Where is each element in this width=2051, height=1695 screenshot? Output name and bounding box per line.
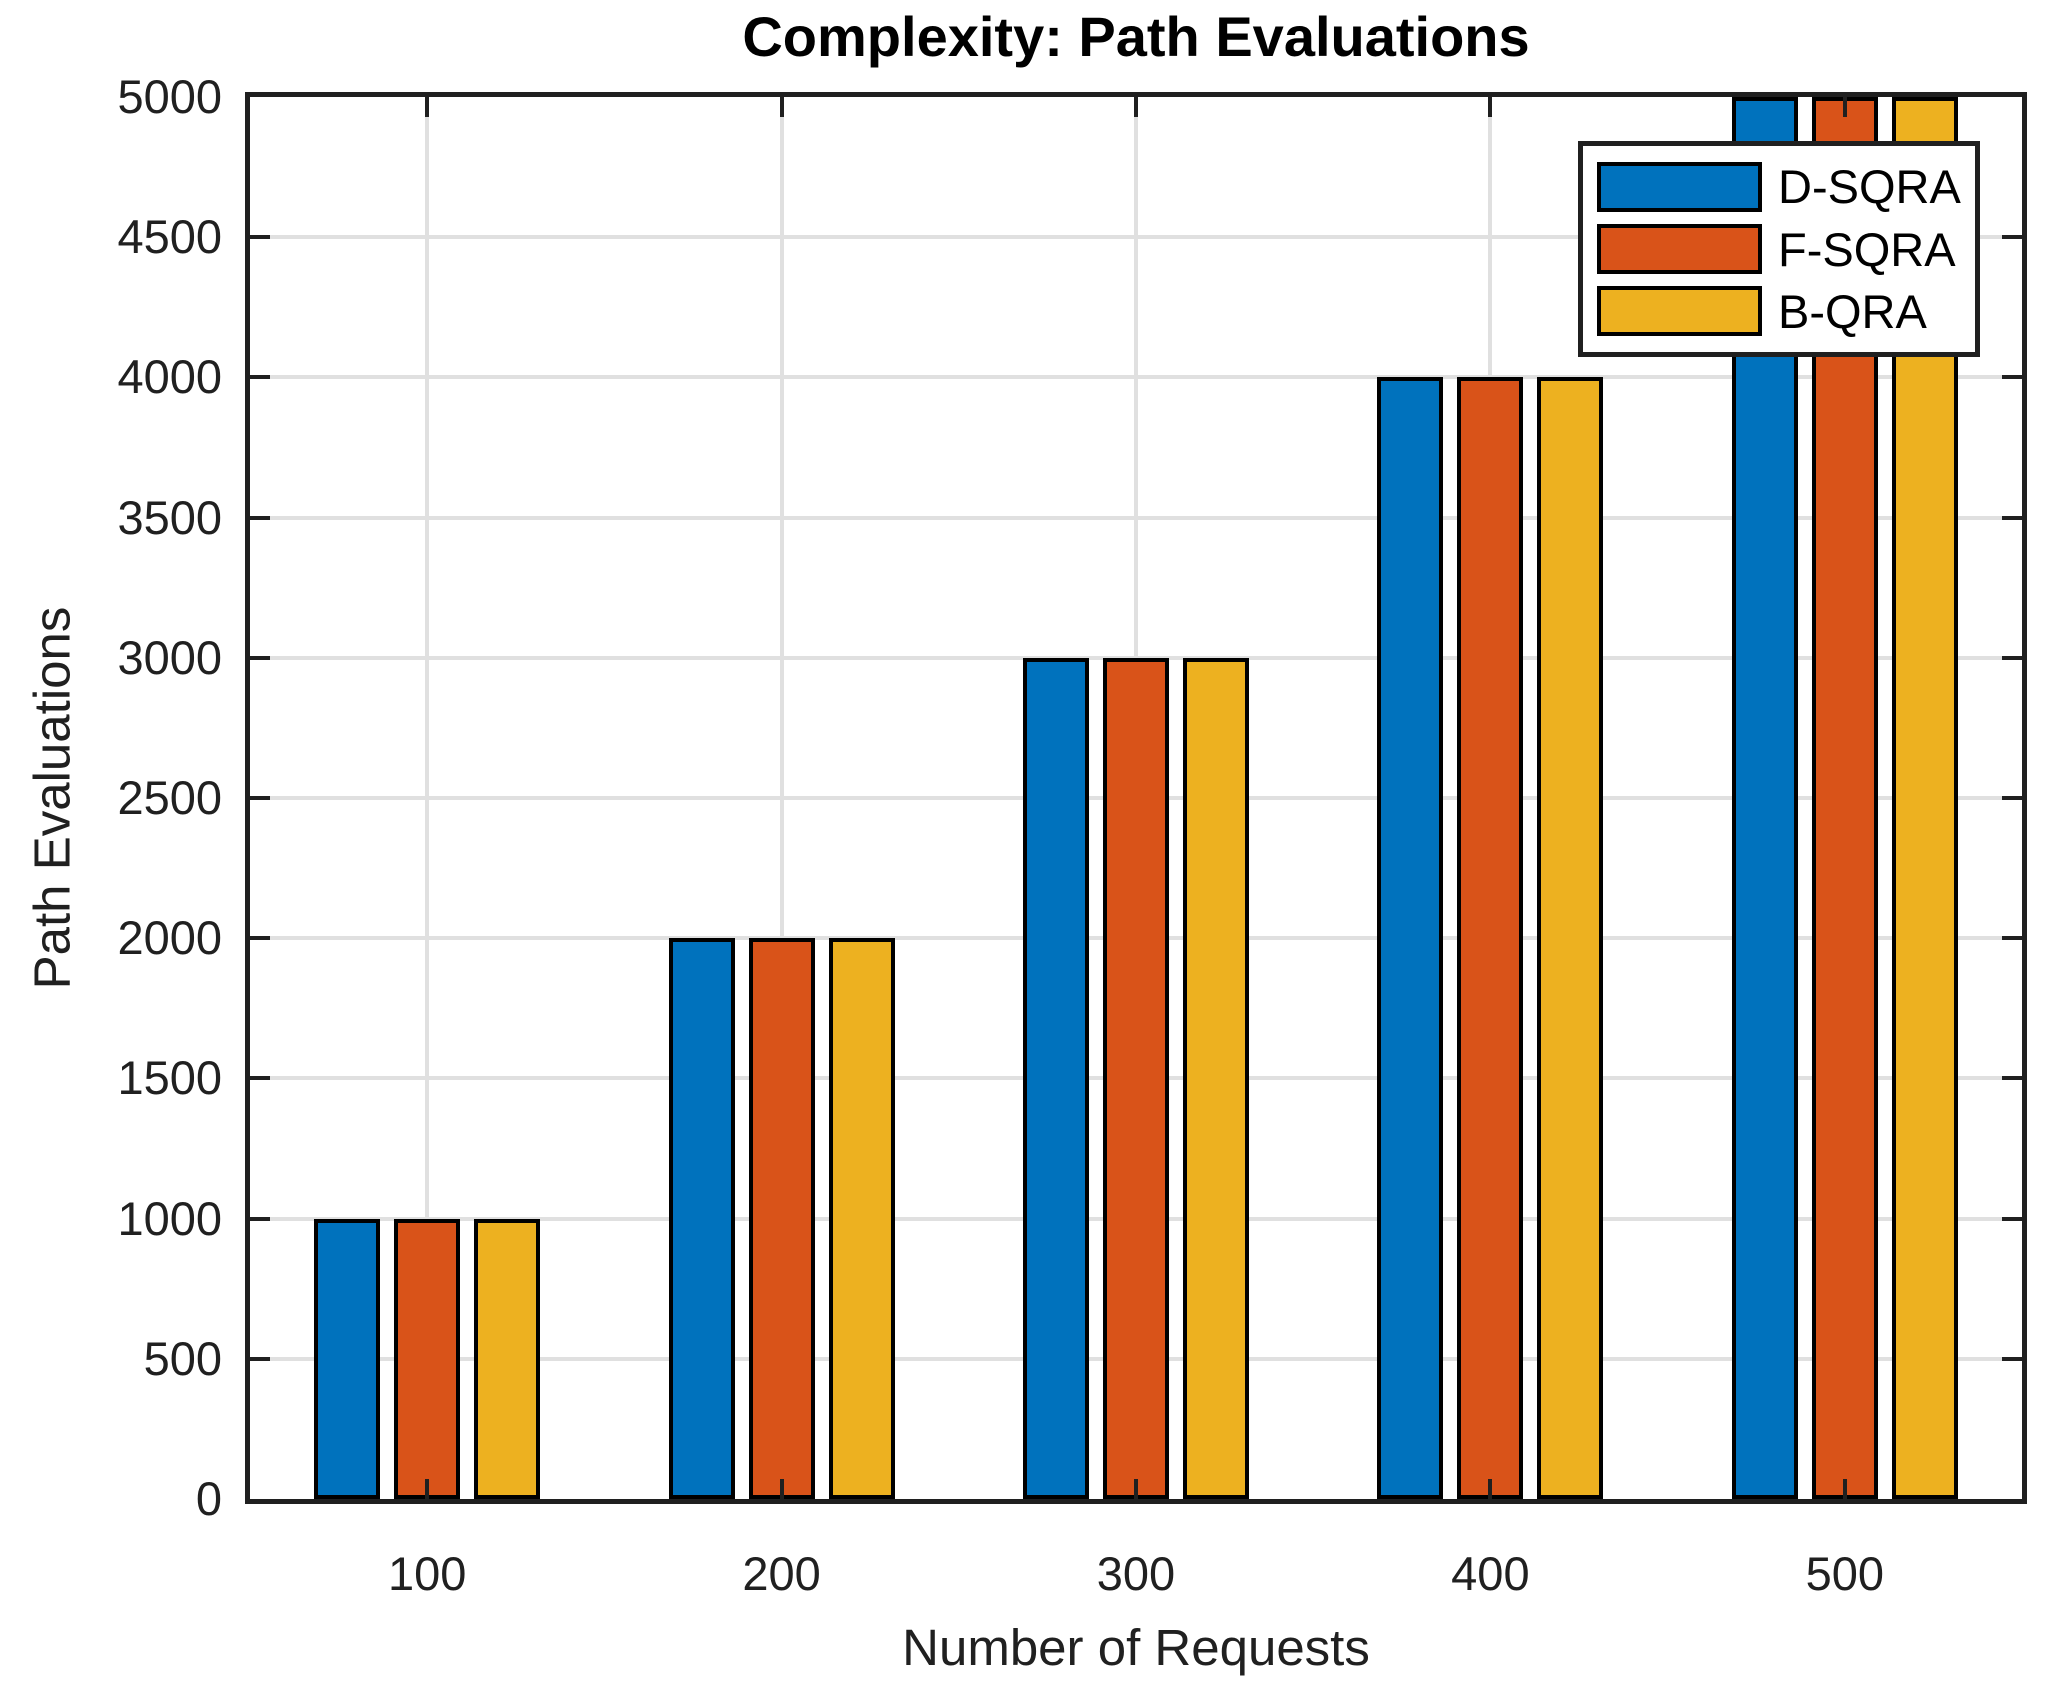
legend-entry-b-qra: B-QRA <box>1597 284 1961 339</box>
bar-b-qra-200 <box>828 938 895 1499</box>
y-tick-left-4000 <box>250 375 270 380</box>
x-axis-label: Number of Requests <box>902 1619 1370 1676</box>
x-tick-bottom-200 <box>779 1479 784 1499</box>
x-tick-top-100 <box>425 97 430 117</box>
legend-label-f-sqra: F-SQRA <box>1778 222 1956 276</box>
x-tick-bottom-300 <box>1134 1479 1138 1499</box>
x-tick-label-400: 400 <box>1451 1547 1530 1600</box>
chart-title: Complexity: Path Evaluations <box>742 5 1530 68</box>
legend-label-b-qra: B-QRA <box>1778 284 1927 338</box>
bar-b-qra-400 <box>1537 377 1604 1499</box>
bar-d-sqra-400 <box>1377 377 1444 1499</box>
bar-f-sqra-300 <box>1103 657 1169 1499</box>
y-tick-left-2000 <box>250 936 270 941</box>
x-tick-label-300: 300 <box>1096 1547 1176 1600</box>
x-tick-bottom-400 <box>1488 1479 1493 1499</box>
y-tick-label-2000: 2000 <box>117 911 222 965</box>
x-tick-bottom-100 <box>425 1479 430 1499</box>
bar-f-sqra-400 <box>1457 377 1524 1499</box>
y-tick-right-1000 <box>2002 1216 2022 1221</box>
plot-area: D-SQRA F-SQRA B-QRA <box>245 92 2027 1504</box>
y-tick-right-2000 <box>2002 936 2022 941</box>
bar-d-sqra-200 <box>668 938 735 1499</box>
v-gridline-100 <box>425 97 430 1499</box>
bar-b-qra-300 <box>1183 657 1249 1499</box>
x-tick-top-200 <box>779 97 784 117</box>
y-tick-right-3500 <box>2002 515 2022 520</box>
bar-d-sqra-300 <box>1023 657 1089 1499</box>
bar-d-sqra-100 <box>314 1218 381 1499</box>
legend-swatch-f-sqra <box>1597 224 1762 274</box>
y-tick-right-3000 <box>2002 655 2022 660</box>
y-tick-right-1500 <box>2002 1076 2022 1081</box>
y-tick-label-4000: 4000 <box>117 350 222 404</box>
legend-swatch-d-sqra <box>1597 161 1762 212</box>
bar-f-sqra-200 <box>748 938 815 1499</box>
y-tick-right-4000 <box>2002 375 2022 380</box>
x-tick-label-200: 200 <box>742 1547 821 1600</box>
bar-f-sqra-100 <box>394 1218 461 1499</box>
y-tick-left-4500 <box>250 235 270 240</box>
y-tick-left-3500 <box>250 515 270 520</box>
y-tick-left-1500 <box>250 1076 270 1081</box>
y-tick-label-500: 500 <box>143 1331 222 1385</box>
y-tick-left-500 <box>250 1356 270 1361</box>
y-tick-right-500 <box>2002 1356 2022 1361</box>
y-tick-label-3500: 3500 <box>117 490 222 544</box>
x-tick-top-500 <box>1842 97 1847 117</box>
legend-entry-f-sqra: F-SQRA <box>1597 222 1961 277</box>
x-tick-label-100: 100 <box>387 1547 467 1600</box>
y-tick-left-2500 <box>250 796 270 800</box>
y-tick-label-2500: 2500 <box>117 771 222 824</box>
bar-b-qra-100 <box>474 1218 541 1499</box>
x-tick-top-400 <box>1488 97 1493 117</box>
y-tick-right-4500 <box>2002 235 2022 240</box>
y-tick-label-1000: 1000 <box>117 1191 222 1245</box>
x-tick-bottom-500 <box>1842 1479 1847 1499</box>
legend-entry-d-sqra: D-SQRA <box>1597 159 1961 214</box>
y-tick-label-0: 0 <box>195 1472 222 1525</box>
x-tick-top-300 <box>1134 97 1138 117</box>
legend-swatch-b-qra <box>1597 286 1762 337</box>
y-tick-right-2500 <box>2002 796 2022 800</box>
x-tick-label-500: 500 <box>1805 1547 1884 1600</box>
y-tick-label-5000: 5000 <box>117 70 222 123</box>
y-tick-label-3000: 3000 <box>117 630 222 684</box>
y-tick-left-1000 <box>250 1216 270 1221</box>
y-tick-label-4500: 4500 <box>117 210 222 264</box>
y-tick-left-3000 <box>250 655 270 660</box>
y-tick-label-1500: 1500 <box>117 1051 222 1105</box>
v-gridline-200 <box>779 97 784 1499</box>
legend-label-d-sqra: D-SQRA <box>1778 160 1961 214</box>
legend: D-SQRA F-SQRA B-QRA <box>1578 141 1980 357</box>
